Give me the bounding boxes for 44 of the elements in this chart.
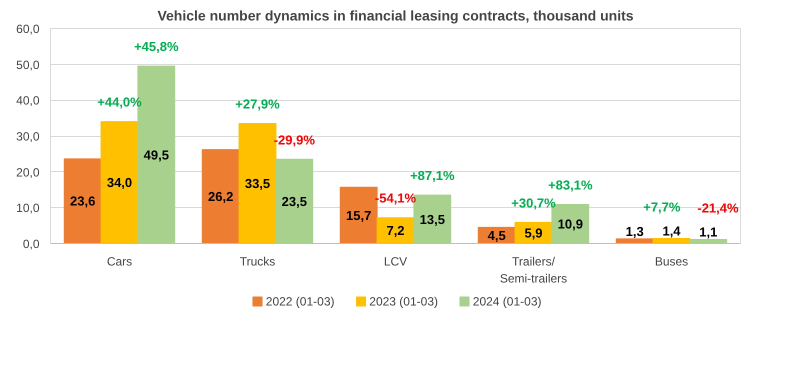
data-label: 1,4 [662,223,682,238]
x-tick-label: Cars [106,254,132,268]
data-label: 1,1 [699,224,718,240]
y-tick-label: 60,0 [16,22,40,36]
y-tick-label: 30,0 [16,130,40,144]
data-label: 4,5 [488,228,506,243]
data-label: 23,5 [282,194,307,209]
bar [202,149,240,244]
data-label: 7,2 [386,223,405,238]
legend-label: 2024 (01-03) [472,294,542,308]
y-tick-label: 20,0 [16,165,40,180]
annotation: +83,1% [548,177,593,192]
annotation: +7,7% [643,199,681,214]
y-tick-label: 10,0 [16,201,40,216]
legend-label: 2023 (01-03) [369,294,438,308]
x-tick-label: Trailers/ Semi-trailers [500,254,568,286]
x-tick-label: Buses [654,254,688,268]
y-tick-label: 0,0 [22,237,40,251]
y-tick-label: 40,0 [16,94,40,108]
data-label: 23,6 [70,194,96,209]
data-label: 15,7 [346,208,372,223]
data-label: 33,5 [244,176,270,191]
bar [100,121,138,244]
data-label: 13,5 [420,212,445,227]
annotation: -21,4% [697,200,739,216]
legend-label: 2022 (01-03) [266,294,334,308]
data-label: 1,3 [626,224,644,239]
annotation: +44,0% [97,94,142,110]
x-tick-label: Trucks [240,254,276,268]
chart-title: Vehicle number dynamics in financial leasing contracts, thousand units [157,8,634,24]
bar [689,239,728,244]
annotation: +87,1% [410,168,455,184]
data-label: 34,0 [106,175,132,190]
bar [275,158,314,244]
data-label: 49,5 [144,147,169,162]
annotation: +45,8% [134,39,179,54]
y-tick-label: 50,0 [16,58,40,72]
annotation: +27,9% [235,96,280,112]
bar [64,158,102,244]
data-label: 26,2 [208,189,234,204]
data-label: 10,9 [558,216,583,232]
data-label: 5,9 [524,225,543,240]
x-tick-label: LCV [384,254,408,268]
annotation: +30,7% [511,195,556,210]
